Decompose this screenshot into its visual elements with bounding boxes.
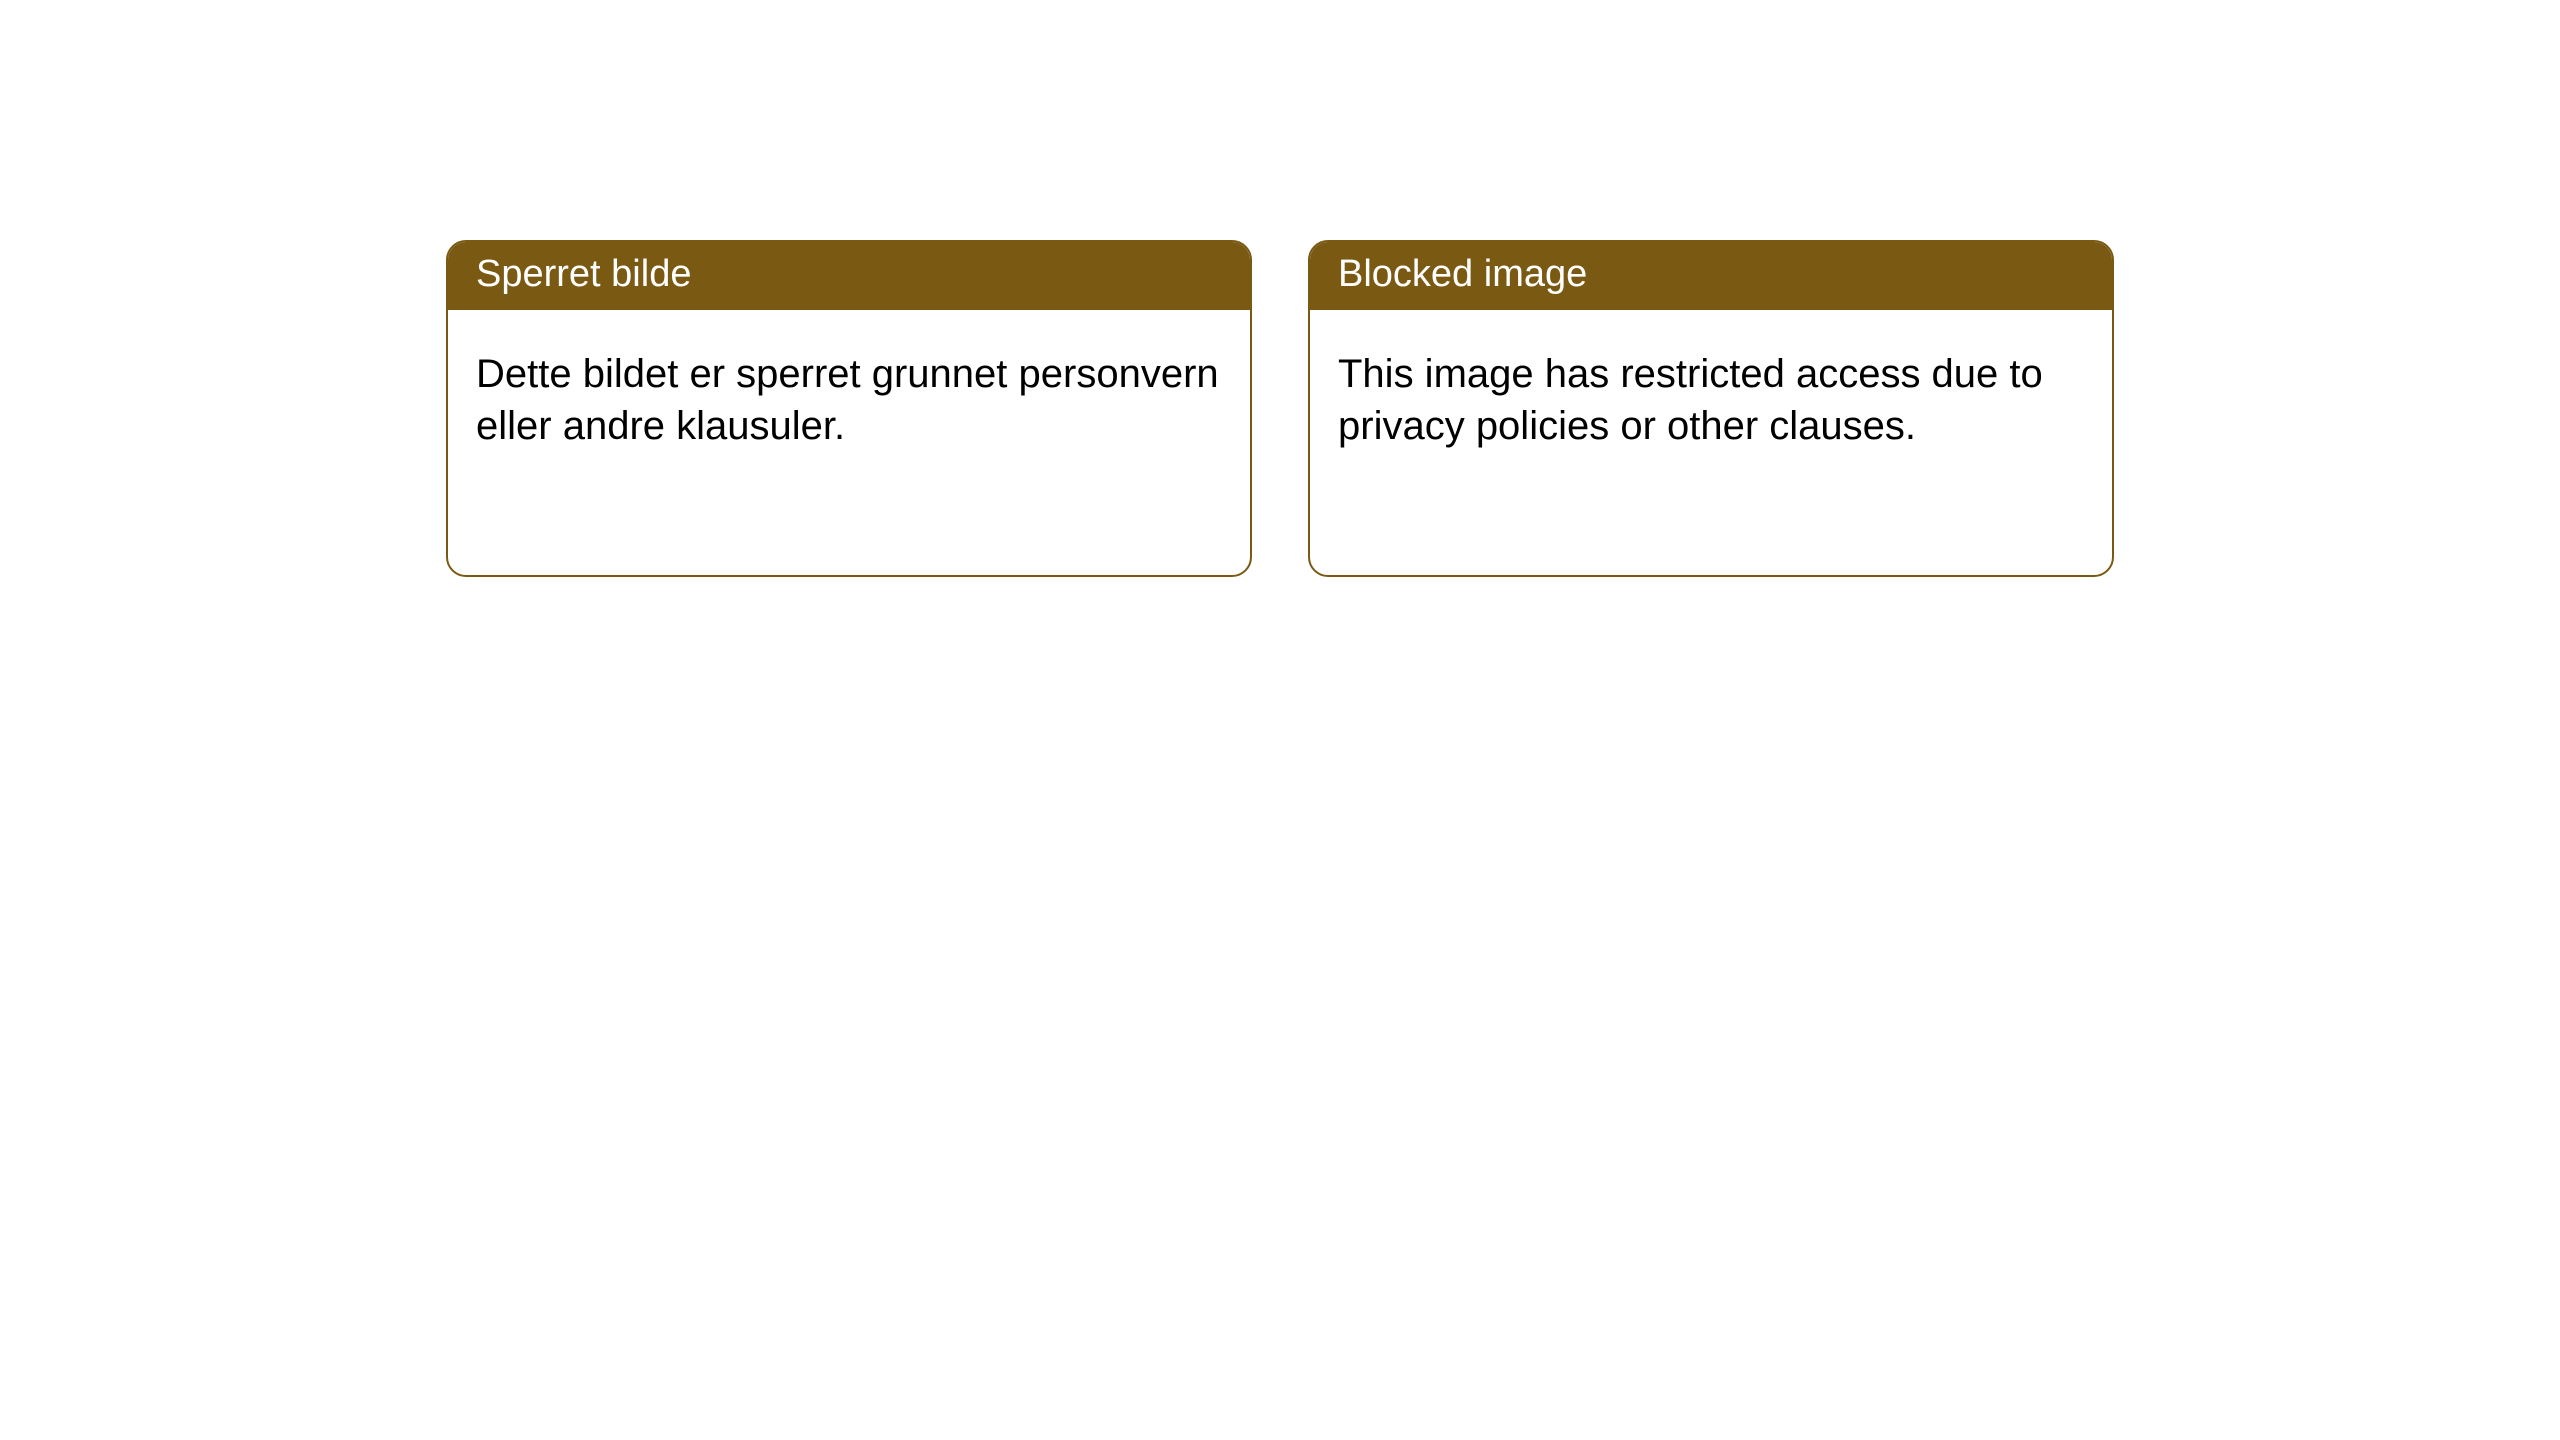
notice-box-norwegian: Sperret bilde Dette bildet er sperret gr… <box>446 240 1252 577</box>
notice-header-english: Blocked image <box>1310 242 2112 310</box>
notices-container: Sperret bilde Dette bildet er sperret gr… <box>0 0 2560 577</box>
notice-body-norwegian: Dette bildet er sperret grunnet personve… <box>448 310 1250 480</box>
notice-body-english: This image has restricted access due to … <box>1310 310 2112 480</box>
notice-header-norwegian: Sperret bilde <box>448 242 1250 310</box>
notice-box-english: Blocked image This image has restricted … <box>1308 240 2114 577</box>
